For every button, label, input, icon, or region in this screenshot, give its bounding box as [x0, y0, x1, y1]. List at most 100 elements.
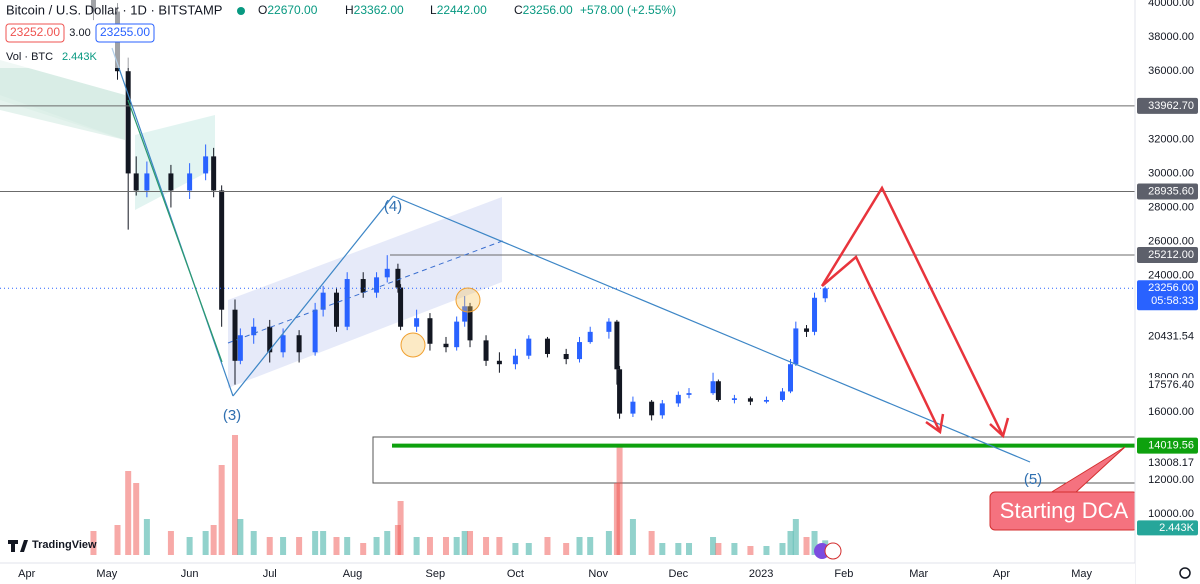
- header: Bitcoin / U.S. Dollar · 1D · BITSTAMP 23…: [0, 0, 676, 68]
- volume-bar: [280, 537, 287, 555]
- candle-body: [512, 355, 518, 365]
- volume-bar: [250, 531, 257, 555]
- volume-bar: [426, 537, 433, 555]
- candle-body: [686, 393, 692, 395]
- sell-price[interactable]: 23252.00: [10, 25, 60, 39]
- level-label-bg: [1137, 183, 1198, 200]
- volume-bar: [496, 537, 503, 555]
- candle-body: [168, 173, 174, 191]
- candle-body: [496, 360, 502, 365]
- candle-body: [715, 381, 721, 400]
- projection-arrow: [821, 254, 942, 433]
- volume-bar: [747, 546, 754, 555]
- volume-bar: [629, 519, 636, 555]
- candle-body: [483, 340, 489, 361]
- x-tick-label: Nov: [588, 568, 608, 580]
- x-tick-label: Dec: [669, 568, 689, 580]
- spread: 3.00: [69, 27, 90, 39]
- volume-bar: [461, 531, 468, 555]
- candle-body: [630, 401, 636, 414]
- candle-body: [237, 335, 243, 361]
- candle-body: [280, 335, 286, 353]
- time-axis: [0, 563, 1135, 584]
- wave-line: [232, 195, 394, 397]
- candle-body: [675, 394, 681, 404]
- highlight-circle: [455, 287, 481, 313]
- channel: [135, 115, 215, 210]
- volume-bar: [648, 531, 655, 555]
- ohlc-item: L22442.00: [430, 3, 487, 17]
- candle-body: [659, 403, 665, 416]
- candle-body: [731, 398, 737, 400]
- candle-body: [398, 287, 404, 327]
- event-icon[interactable]: [824, 542, 842, 560]
- volume-bar: [587, 537, 594, 555]
- candle-body: [467, 306, 473, 341]
- volume-bar: [811, 531, 818, 555]
- volume-bar: [125, 471, 132, 555]
- volume-bar: [483, 537, 490, 555]
- volume-bar: [90, 531, 97, 555]
- level-label-bg: [1137, 246, 1198, 263]
- arrow-head: [925, 413, 945, 435]
- candle-body: [544, 338, 550, 354]
- ohlc-key: L: [430, 3, 437, 17]
- volume-axis-label: 2.443K: [1159, 522, 1195, 534]
- candle-body: [822, 288, 828, 299]
- sell-button[interactable]: [5, 23, 65, 43]
- volume-bar: [605, 531, 612, 555]
- volume-bar: [710, 537, 717, 555]
- candle-body: [587, 331, 593, 343]
- candle-body: [526, 338, 532, 356]
- countdown: 05:58:33: [1151, 295, 1194, 307]
- wave-line: [392, 195, 1031, 463]
- candle-body: [747, 398, 753, 402]
- candle-body: [219, 190, 225, 310]
- gear[interactable]: [1179, 567, 1191, 579]
- drawings-front: Starting DCA (3) (4) (5): [111, 47, 1139, 531]
- settings-icon[interactable]: [814, 542, 1191, 579]
- y-tick-label: 30000.00: [1148, 167, 1194, 179]
- volume-bar: [792, 519, 799, 555]
- arrow-head: [989, 417, 1010, 439]
- candle-body: [462, 306, 468, 322]
- volume-bar: [186, 537, 193, 555]
- logo-mark: [8, 540, 28, 552]
- ohlc-item: O22670.00: [258, 3, 318, 17]
- x-tick-label: Sep: [426, 568, 446, 580]
- ohlc-key: H: [345, 3, 354, 17]
- volume-bar: [237, 519, 244, 555]
- level-label: 33962.70: [1148, 100, 1194, 112]
- volume-bar: [114, 525, 121, 555]
- ohlc-value: 22670.00: [267, 3, 317, 17]
- wave-label: (3): [223, 407, 241, 424]
- y-tick-label: 38000.00: [1148, 31, 1194, 43]
- last-price-bg: [1137, 280, 1198, 311]
- buy-button[interactable]: [95, 23, 155, 43]
- price-label-bg: [1137, 329, 1199, 344]
- volume-bar: [787, 531, 794, 555]
- candle-body: [577, 342, 583, 360]
- x-tick-label: 2023: [749, 568, 773, 580]
- level-label: 28935.60: [1148, 185, 1194, 197]
- candle-body: [374, 277, 380, 293]
- volume-bar: [563, 543, 570, 555]
- candle-body: [211, 156, 217, 191]
- candle-body: [360, 279, 366, 293]
- volume-bar: [453, 537, 460, 555]
- volume-bar: [763, 546, 770, 555]
- symbol-title: Bitcoin / U.S. Dollar · 1D · BITSTAMP: [6, 2, 222, 17]
- y-tick-label: 36000.00: [1148, 65, 1194, 77]
- ohlc-item: C23256.00: [514, 3, 573, 17]
- volume-bar: [442, 537, 449, 555]
- y-tick-label: 12000.00: [1148, 474, 1194, 486]
- x-tick-label: May: [96, 568, 117, 580]
- buy-price[interactable]: 23255.00: [100, 25, 150, 39]
- candle-body: [710, 381, 716, 394]
- y-tick-label: 10000.00: [1148, 508, 1194, 520]
- volume-bar: [210, 525, 217, 555]
- candle-body: [787, 364, 793, 392]
- ohlc-key: C: [514, 3, 523, 17]
- volume-bar: [715, 543, 722, 555]
